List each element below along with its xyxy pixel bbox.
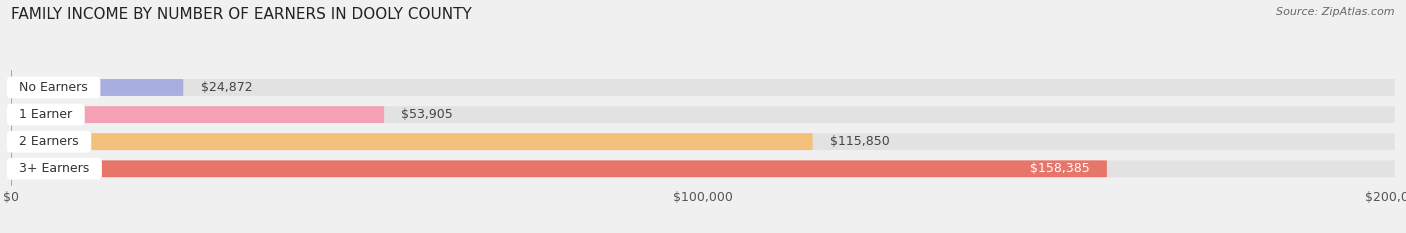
Text: Source: ZipAtlas.com: Source: ZipAtlas.com: [1277, 7, 1395, 17]
FancyBboxPatch shape: [11, 106, 384, 123]
FancyBboxPatch shape: [11, 79, 1395, 96]
Text: No Earners: No Earners: [11, 81, 96, 94]
FancyBboxPatch shape: [11, 106, 1395, 123]
FancyBboxPatch shape: [11, 133, 1395, 150]
FancyBboxPatch shape: [11, 79, 183, 96]
Text: $24,872: $24,872: [201, 81, 252, 94]
Text: FAMILY INCOME BY NUMBER OF EARNERS IN DOOLY COUNTY: FAMILY INCOME BY NUMBER OF EARNERS IN DO…: [11, 7, 472, 22]
Text: $158,385: $158,385: [1029, 162, 1090, 175]
FancyBboxPatch shape: [11, 133, 813, 150]
Text: 1 Earner: 1 Earner: [11, 108, 80, 121]
Text: 2 Earners: 2 Earners: [11, 135, 87, 148]
FancyBboxPatch shape: [11, 160, 1395, 177]
Text: $115,850: $115,850: [830, 135, 890, 148]
FancyBboxPatch shape: [11, 160, 1107, 177]
Text: 3+ Earners: 3+ Earners: [11, 162, 97, 175]
Text: $53,905: $53,905: [402, 108, 453, 121]
